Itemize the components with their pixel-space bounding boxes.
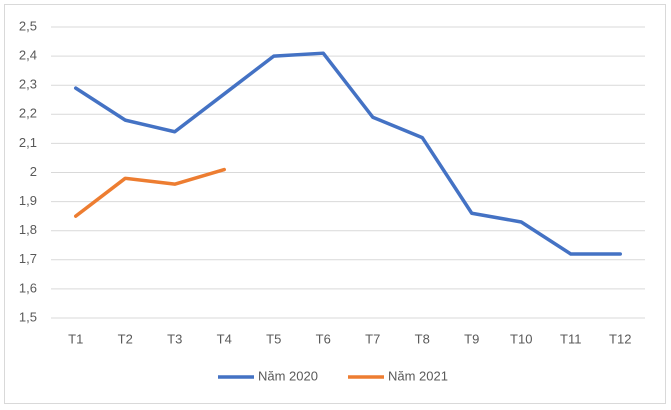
y-tick-label: 1,9 [19,193,37,208]
x-tick-label: T7 [365,331,380,346]
y-tick-label: 1,5 [19,309,37,324]
y-tick-label: 2,3 [19,77,37,92]
y-tick-label: 1,8 [19,222,37,237]
y-tick-label: 2,4 [19,48,37,63]
y-tick-label: 1,7 [19,251,37,266]
x-tick-label: T11 [560,331,581,346]
x-tick-label: T2 [118,331,133,346]
series-line [74,167,226,218]
x-tick-label: T1 [68,331,83,346]
series-line [74,51,622,256]
y-tick-label: 2,2 [19,106,37,121]
x-tick-label: T8 [415,331,430,346]
y-tick-label: 2,5 [19,18,37,33]
x-tick-label: T12 [609,331,631,346]
y-tick-label: 2 [30,164,37,179]
legend-label: Năm 2020 [258,368,318,383]
x-tick-label: T4 [217,331,232,346]
legend-label: Năm 2021 [388,368,448,383]
x-tick-label: T3 [167,331,182,346]
y-tick-label: 1,6 [19,280,37,295]
x-tick-label: T9 [464,331,479,346]
x-tick-label: T5 [266,331,281,346]
x-tick-label: T10 [510,331,532,346]
y-tick-label: 2,1 [19,135,37,150]
x-tick-label: T6 [316,331,331,346]
